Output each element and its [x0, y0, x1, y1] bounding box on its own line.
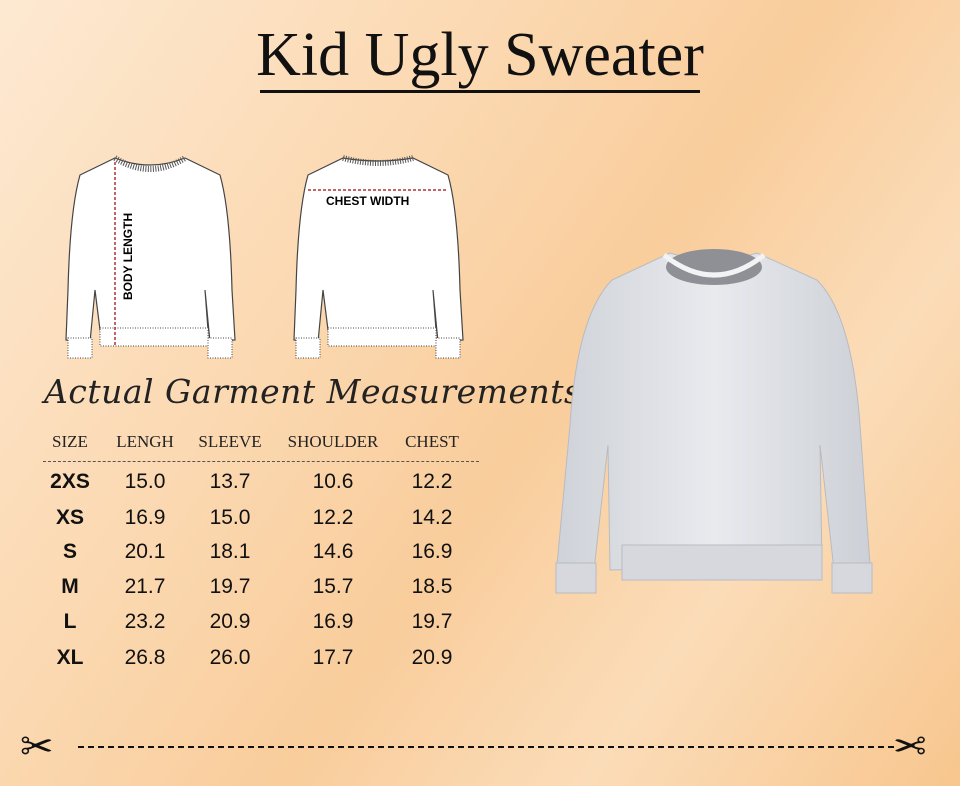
cut-line — [78, 746, 894, 748]
measurement-cell: 15.0 — [124, 470, 166, 493]
measurement-cell: 12.2 — [411, 470, 453, 493]
measurement-cell: 10.6 — [312, 470, 354, 493]
sweater-photo — [555, 249, 873, 594]
measurement-cell: 23.2 — [124, 610, 166, 633]
measurement-cell: 13.7 — [209, 470, 251, 493]
measurement-cell: 18.5 — [411, 575, 453, 598]
body-length-label: BODY LENGTH — [121, 213, 135, 300]
measurement-cell: 20.9 — [209, 610, 251, 633]
measurements-heading: Actual Garment Measurements — [44, 372, 582, 411]
chest-width-label: CHEST WIDTH — [326, 194, 409, 208]
measurement-cell: 16.9 — [312, 610, 354, 633]
measurement-cell: 20.1 — [124, 540, 166, 563]
measurement-cell: 21.7 — [124, 575, 166, 598]
header-chest: CHEST — [405, 432, 459, 451]
back-sweater-sketch: CHEST WIDTH — [293, 155, 464, 359]
measurement-cell: 16.9 — [411, 540, 453, 563]
measurement-cell: 19.7 — [209, 575, 251, 598]
header-shoulder: SHOULDER — [287, 432, 379, 451]
measurement-cell: 26.8 — [124, 646, 166, 669]
measurement-cell: 17.7 — [312, 646, 354, 669]
size-cell: M — [61, 575, 79, 598]
page-title: Kid Ugly Sweater — [256, 21, 704, 89]
measurement-cell: 14.2 — [411, 506, 453, 529]
measurement-cell: 18.1 — [209, 540, 251, 563]
size-cell: S — [62, 540, 77, 563]
measurement-cell: 14.6 — [312, 540, 354, 563]
measurement-cell: 12.2 — [312, 506, 354, 529]
scissors-icon-left: ✂ — [20, 725, 54, 769]
header-sleeve: SLEEVE — [198, 432, 262, 451]
front-sweater-sketch: BODY LENGTH — [65, 155, 236, 359]
size-cell: XL — [56, 646, 84, 669]
measurement-cell: 19.7 — [411, 610, 453, 633]
header-size: SIZE — [52, 432, 88, 451]
measurement-cell: 26.0 — [209, 646, 251, 669]
measurement-cell: 15.0 — [209, 506, 251, 529]
size-cell: 2XS — [50, 470, 90, 493]
header-length: LENGH — [116, 432, 174, 451]
measurement-cell: 15.7 — [312, 575, 354, 598]
title-underline — [260, 90, 700, 93]
size-cell: L — [63, 610, 77, 633]
measurement-cell: 20.9 — [411, 646, 453, 669]
size-cell: XS — [55, 506, 84, 529]
measurement-cell: 16.9 — [124, 506, 166, 529]
header-divider — [43, 461, 479, 462]
scissors-icon-right: ✂ — [893, 725, 927, 769]
